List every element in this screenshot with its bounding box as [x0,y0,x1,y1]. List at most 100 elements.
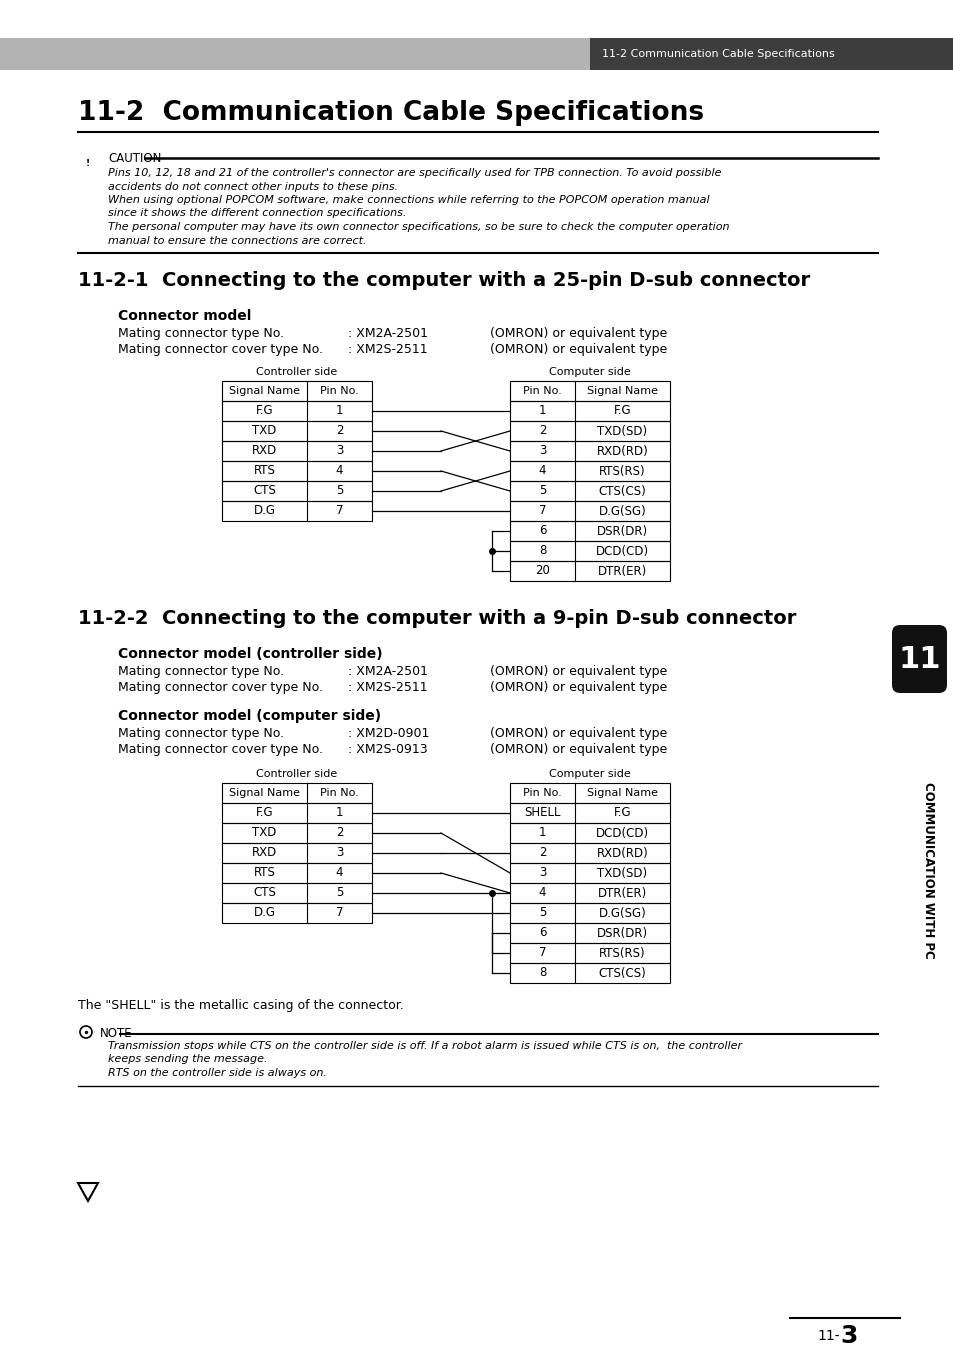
Bar [222,884,372,902]
Text: CTS(CS): CTS(CS) [598,966,646,979]
Bar [510,784,669,802]
Bar [222,802,372,823]
Bar [510,401,669,422]
Text: 4: 4 [335,465,343,477]
Text: Connector model: Connector model [118,309,251,323]
Text: 5: 5 [335,485,343,497]
Text: 1: 1 [538,827,546,839]
Bar [0,38,589,70]
Text: Connector model (computer side): Connector model (computer side) [118,709,381,723]
Bar [222,843,372,863]
Text: Signal Name: Signal Name [229,788,299,798]
Text: Pins 10, 12, 18 and 21 of the controller's connector are specifically used for T: Pins 10, 12, 18 and 21 of the controller… [108,168,720,178]
Text: RXD(RD): RXD(RD) [596,847,648,859]
Text: 11: 11 [898,644,940,674]
Text: Mating connector cover type No.: Mating connector cover type No. [118,681,323,694]
Text: Signal Name: Signal Name [586,386,658,396]
Text: 11-2 Communication Cable Specifications: 11-2 Communication Cable Specifications [601,49,834,59]
Text: TXD(SD): TXD(SD) [597,866,647,880]
Bar [222,823,372,843]
Text: : XM2A-2501: : XM2A-2501 [348,327,428,340]
Text: CAUTION: CAUTION [108,153,161,165]
Bar [222,401,372,422]
Text: Pin No.: Pin No. [522,386,561,396]
Text: 11-2-1  Connecting to the computer with a 25-pin D-sub connector: 11-2-1 Connecting to the computer with a… [78,272,809,290]
Bar [510,963,669,984]
Text: Transmission stops while CTS on the controller side is off. If a robot alarm is : Transmission stops while CTS on the cont… [108,1042,741,1051]
Text: D.G: D.G [253,504,275,517]
Text: : XM2S-2511: : XM2S-2511 [348,343,427,357]
Bar [222,863,372,884]
Text: Controller side: Controller side [256,367,337,377]
Text: TXD(SD): TXD(SD) [597,424,647,438]
Bar [222,902,372,923]
Text: Signal Name: Signal Name [586,788,658,798]
Text: accidents do not connect other inputs to these pins.: accidents do not connect other inputs to… [108,181,397,192]
Text: The "SHELL" is the metallic casing of the connector.: The "SHELL" is the metallic casing of th… [78,998,403,1012]
Text: 2: 2 [538,847,546,859]
Text: Computer side: Computer side [549,769,630,780]
Bar [510,884,669,902]
Text: 5: 5 [538,485,546,497]
Bar [510,943,669,963]
Bar [510,823,669,843]
Text: 7: 7 [538,947,546,959]
Text: RXD(RD): RXD(RD) [596,444,648,458]
Text: 7: 7 [335,504,343,517]
Text: (OMRON) or equivalent type: (OMRON) or equivalent type [490,665,666,678]
Text: RTS(RS): RTS(RS) [598,465,645,477]
Text: 1: 1 [335,807,343,820]
Bar [510,902,669,923]
Text: DSR(DR): DSR(DR) [597,927,647,939]
FancyBboxPatch shape [891,626,946,693]
Bar [510,863,669,884]
Text: F.G: F.G [255,404,273,417]
Bar [222,501,372,521]
Text: DSR(DR): DSR(DR) [597,524,647,538]
Text: Pin No.: Pin No. [320,788,358,798]
Text: RTS(RS): RTS(RS) [598,947,645,959]
Bar [222,784,372,802]
Text: Pin No.: Pin No. [522,788,561,798]
Bar [510,501,669,521]
Text: 20: 20 [535,565,549,577]
Bar [222,461,372,481]
Bar [510,440,669,461]
Text: keeps sending the message.: keeps sending the message. [108,1055,267,1065]
Text: Mating connector type No.: Mating connector type No. [118,665,284,678]
Text: CTS: CTS [253,886,275,900]
Text: 2: 2 [335,827,343,839]
Text: Mating connector cover type No.: Mating connector cover type No. [118,343,323,357]
Text: D.G: D.G [253,907,275,920]
Text: 6: 6 [538,524,546,538]
Text: : XM2D-0901: : XM2D-0901 [348,727,429,740]
Text: Signal Name: Signal Name [229,386,299,396]
Text: 3: 3 [840,1324,857,1348]
Text: DTR(ER): DTR(ER) [598,886,646,900]
Text: (OMRON) or equivalent type: (OMRON) or equivalent type [490,727,666,740]
Bar [510,843,669,863]
Text: DCD(CD): DCD(CD) [596,827,648,839]
Text: Mating connector type No.: Mating connector type No. [118,727,284,740]
Text: 1: 1 [335,404,343,417]
Text: RTS on the controller side is always on.: RTS on the controller side is always on. [108,1069,327,1078]
Text: CTS(CS): CTS(CS) [598,485,646,497]
Bar [222,381,372,401]
Text: When using optional POPCOM software, make connections while referring to the POP: When using optional POPCOM software, mak… [108,195,709,205]
Text: 1: 1 [538,404,546,417]
Text: Pin No.: Pin No. [320,386,358,396]
Text: F.G: F.G [613,807,631,820]
Text: Computer side: Computer side [549,367,630,377]
Text: : XM2S-0913: : XM2S-0913 [348,743,427,757]
Text: 6: 6 [538,927,546,939]
Text: (OMRON) or equivalent type: (OMRON) or equivalent type [490,343,666,357]
Text: 11-: 11- [817,1329,840,1343]
Text: CTS: CTS [253,485,275,497]
Text: 2: 2 [335,424,343,438]
Bar [589,38,953,70]
Text: Mating connector cover type No.: Mating connector cover type No. [118,743,323,757]
Text: D.G(SG): D.G(SG) [598,504,646,517]
Text: 3: 3 [335,847,343,859]
Bar [510,422,669,440]
Text: (OMRON) or equivalent type: (OMRON) or equivalent type [490,327,666,340]
